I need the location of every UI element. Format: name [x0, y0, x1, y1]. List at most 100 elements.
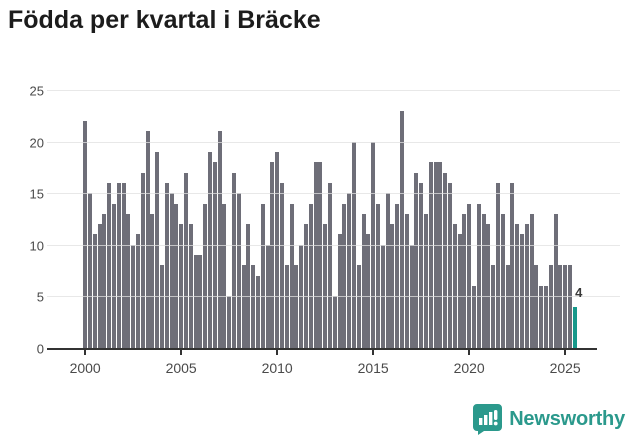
bar-2000q1 — [83, 120, 88, 348]
bar-2024q4 — [558, 265, 563, 348]
x-tick-label-2015: 2015 — [357, 360, 389, 376]
bar-2012q2 — [318, 162, 323, 348]
bar-2024q3 — [553, 213, 558, 348]
bar-2012q3 — [323, 224, 328, 348]
bar-2005q3 — [188, 224, 193, 348]
bar-2011q4 — [308, 203, 313, 348]
x-tick-2010 — [276, 350, 279, 355]
bar-2025q2 — [567, 265, 572, 348]
bar-2002q4 — [135, 234, 140, 348]
bar-2021q2 — [491, 265, 496, 348]
y-tick-label-5: 5 — [36, 289, 44, 305]
bar-2015q4 — [385, 193, 390, 348]
bar-2011q1 — [294, 265, 299, 348]
bar-2009q2 — [260, 203, 265, 348]
bar-2021q3 — [495, 182, 500, 348]
bar-2018q3 — [438, 162, 443, 348]
bar-2010q4 — [289, 203, 294, 348]
bar-2017q4 — [423, 213, 428, 348]
bar-2006q3 — [207, 151, 212, 348]
bar-2024q2 — [548, 265, 553, 348]
bar-2007q4 — [231, 172, 236, 348]
x-axis-line — [47, 348, 597, 350]
newsworthy-logo[interactable]: Newsworthy — [473, 403, 625, 435]
bar-2018q4 — [443, 172, 448, 348]
bar-2002q1 — [121, 182, 126, 348]
bar-2006q4 — [212, 162, 217, 348]
bar-2017q2 — [414, 172, 419, 348]
bar-2006q2 — [203, 203, 208, 348]
x-tick-2025 — [564, 350, 567, 355]
bar-2009q1 — [255, 275, 260, 348]
x-tick-2015 — [372, 350, 375, 355]
bar-2022q2 — [510, 182, 515, 348]
bar-2008q2 — [241, 265, 246, 348]
newsworthy-wordmark[interactable]: Newsworthy — [509, 407, 625, 430]
bar-2024q1 — [543, 286, 548, 348]
bar-2019q4 — [462, 213, 467, 348]
bar-2019q3 — [457, 234, 462, 348]
bar-2004q2 — [164, 182, 169, 348]
bar-2016q3 — [399, 110, 404, 348]
bar-2005q1 — [179, 224, 184, 348]
x-tick-label-2005: 2005 — [165, 360, 197, 376]
bar-2013q3 — [342, 203, 347, 348]
x-tick-label-2020: 2020 — [453, 360, 485, 376]
bar-2000q2 — [87, 193, 92, 348]
bar-2017q3 — [419, 182, 424, 348]
bar-2021q4 — [500, 213, 505, 348]
x-tick-2000 — [84, 350, 87, 355]
bar-2008q4 — [251, 265, 256, 348]
bar-2023q2 — [529, 213, 534, 348]
bar-2025q3-highlighted — [572, 306, 577, 348]
bar-2004q1 — [159, 265, 164, 348]
bar-2012q1 — [313, 162, 318, 348]
bar-2020q1 — [467, 203, 472, 348]
bar-2006q1 — [198, 255, 203, 348]
bar-2020q4 — [481, 213, 486, 348]
gridline-y-10 — [47, 244, 620, 246]
gridline-y-15 — [47, 193, 620, 195]
y-tick-label-20: 20 — [29, 135, 44, 151]
bar-2023q4 — [539, 286, 544, 348]
bar-2002q2 — [126, 213, 131, 348]
bar-2001q1 — [102, 213, 107, 348]
bar-2023q3 — [534, 265, 539, 348]
bar-2003q4 — [155, 151, 160, 348]
bar-2020q3 — [476, 203, 481, 348]
bar-2008q3 — [246, 224, 251, 348]
bar-2018q2 — [433, 162, 438, 348]
gridline-y-25 — [47, 90, 620, 91]
chart-title: Födda per kvartal i Bräcke — [8, 6, 321, 34]
last-bar-value-label: 4 — [575, 284, 583, 300]
bar-2010q3 — [284, 265, 289, 348]
x-tick-label-2000: 2000 — [69, 360, 101, 376]
bar-2022q1 — [505, 265, 510, 348]
bar-2014q4 — [366, 234, 371, 348]
bar-2000q4 — [97, 224, 102, 348]
bar-2007q2 — [222, 203, 227, 348]
bar-2001q4 — [116, 182, 121, 348]
bar-2011q3 — [303, 224, 308, 348]
bar-2013q2 — [337, 234, 342, 348]
x-tick-2005 — [180, 350, 183, 355]
bar-2014q1 — [351, 141, 356, 348]
bar-2019q2 — [452, 224, 457, 348]
gridline-y-5 — [47, 296, 620, 298]
bar-2013q4 — [347, 193, 352, 348]
y-tick-label-25: 25 — [29, 83, 44, 99]
bar-2007q1 — [217, 131, 222, 348]
x-tick-label-2010: 2010 — [261, 360, 293, 376]
bar-2004q4 — [174, 203, 179, 348]
bar-2000q3 — [92, 234, 97, 348]
bar-2025q1 — [563, 265, 568, 348]
bar-2008q1 — [236, 193, 241, 348]
bar-2016q2 — [395, 203, 400, 348]
bar-2001q2 — [107, 182, 112, 348]
gridline-y-20 — [47, 141, 620, 143]
x-tick-label-2025: 2025 — [549, 360, 581, 376]
bar-2005q2 — [183, 172, 188, 348]
y-tick-label-15: 15 — [29, 186, 44, 202]
bar-2022q4 — [519, 234, 524, 348]
